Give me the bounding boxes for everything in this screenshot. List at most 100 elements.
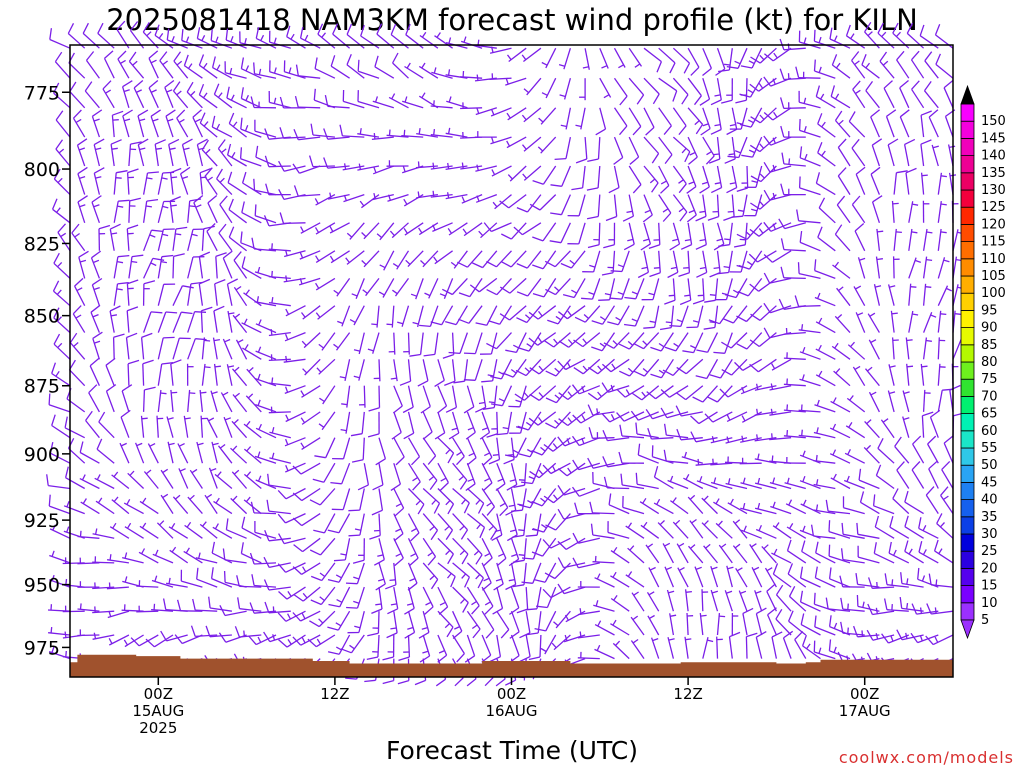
wind-barb-shaft — [165, 115, 174, 138]
wind-barb-shaft — [177, 443, 189, 464]
wind-barb-feather — [193, 194, 204, 204]
wind-barb-shaft — [802, 645, 821, 660]
wind-barb-shaft — [407, 462, 421, 483]
wind-barb-feather — [799, 231, 803, 243]
wind-barb — [392, 250, 410, 270]
wind-barb-shaft — [706, 358, 719, 379]
wind-barb-shaft — [652, 278, 660, 300]
wind-barb-feather — [925, 635, 934, 646]
wind-barb-half-feather — [74, 232, 80, 238]
wind-barb — [231, 419, 248, 439]
wind-barb-shaft — [848, 120, 866, 138]
wind-barb-feather — [750, 313, 761, 321]
wind-barb-half-feather — [257, 475, 262, 482]
wind-barb-shaft — [233, 286, 248, 307]
wind-barb — [894, 436, 910, 464]
wind-barb — [201, 139, 218, 167]
wind-barb-shaft — [500, 359, 513, 380]
colorbar-label: 15 — [981, 579, 998, 594]
wind-barb-feather — [277, 563, 287, 573]
wind-barb-half-feather — [459, 550, 465, 556]
wind-barb-half-feather — [353, 600, 360, 604]
wind-barb — [317, 23, 336, 49]
wind-barb-feather — [85, 410, 93, 421]
wind-barb — [931, 144, 939, 167]
wind-barb-shaft — [689, 520, 704, 539]
wind-barb-shaft — [176, 117, 189, 138]
wind-barb — [150, 109, 161, 138]
wind-barb-feather — [738, 264, 750, 270]
wind-barb-feather — [517, 347, 530, 352]
wind-barb — [502, 358, 527, 378]
wind-barb — [329, 250, 350, 264]
wind-barb — [541, 77, 557, 99]
wind-barb — [857, 545, 880, 564]
wind-barb-shaft — [48, 484, 71, 490]
wind-barb-shaft — [72, 313, 86, 333]
wind-barb — [332, 437, 351, 460]
wind-barb-half-feather — [126, 498, 131, 505]
wind-barb-shaft — [916, 610, 939, 615]
wind-barb — [610, 278, 630, 300]
wind-barb-feather — [660, 389, 670, 398]
wind-barb-shaft — [658, 250, 661, 273]
wind-barb-feather — [684, 151, 691, 163]
wind-barb — [90, 250, 102, 279]
wind-barb — [475, 305, 498, 326]
wind-barb-feather — [749, 83, 760, 92]
wind-barb-shaft — [901, 607, 924, 612]
wind-barb-shaft — [754, 590, 763, 612]
wind-barb-shaft — [666, 460, 689, 464]
wind-barb — [904, 540, 924, 564]
wind-barb-half-feather — [183, 147, 190, 151]
wind-barb-shaft — [437, 488, 454, 505]
wind-barb — [340, 634, 365, 654]
wind-barb — [412, 305, 424, 328]
wind-barb-shaft — [299, 250, 321, 260]
wind-barb — [201, 337, 211, 360]
wind-barb — [801, 540, 821, 564]
wind-barb-feather — [749, 283, 760, 292]
wind-barb-shaft — [128, 200, 131, 223]
wind-barb-feather — [704, 299, 716, 303]
wind-barb-shaft — [510, 437, 515, 460]
wind-barb-half-feather — [421, 92, 426, 99]
wind-barb — [314, 222, 336, 235]
wind-barb — [314, 437, 336, 459]
wind-barb — [51, 362, 71, 387]
wind-barb-feather — [603, 476, 608, 489]
wind-barb-shaft — [783, 331, 806, 335]
wind-barb-shaft — [321, 562, 336, 581]
wind-barb-half-feather — [397, 321, 404, 325]
wind-barb-shaft — [510, 513, 518, 535]
wind-barb-half-feather — [124, 552, 128, 559]
wind-barb — [347, 611, 365, 634]
wind-barb-half-feather — [79, 603, 82, 610]
wind-barb-shaft — [187, 200, 191, 223]
wind-barb-half-feather — [857, 312, 864, 316]
wind-barb-feather — [482, 406, 495, 410]
wind-barb — [84, 81, 100, 109]
wind-barb — [851, 195, 866, 224]
wind-barb — [775, 608, 792, 636]
wind-barb-half-feather — [816, 292, 821, 299]
wind-barb-shaft — [769, 277, 792, 284]
wind-barb — [733, 222, 748, 248]
wind-barb-half-feather — [566, 438, 570, 445]
wind-barb-feather — [518, 453, 531, 458]
wind-barb-shaft — [855, 174, 866, 195]
wind-barb-feather — [505, 349, 517, 354]
wind-barb — [605, 194, 618, 222]
wind-barb — [925, 634, 954, 646]
wind-barb-shaft — [573, 278, 586, 298]
wind-barb-feather — [814, 566, 818, 578]
wind-barb-shaft — [422, 513, 438, 531]
wind-barb — [516, 250, 542, 269]
wind-barb-shaft — [268, 586, 291, 591]
wind-barb-feather — [740, 65, 753, 69]
wind-barb — [643, 136, 660, 164]
wind-barb-half-feather — [597, 620, 602, 627]
wind-barb-half-feather — [763, 544, 769, 550]
wind-barb-feather — [870, 109, 881, 118]
wind-barb — [452, 513, 469, 540]
